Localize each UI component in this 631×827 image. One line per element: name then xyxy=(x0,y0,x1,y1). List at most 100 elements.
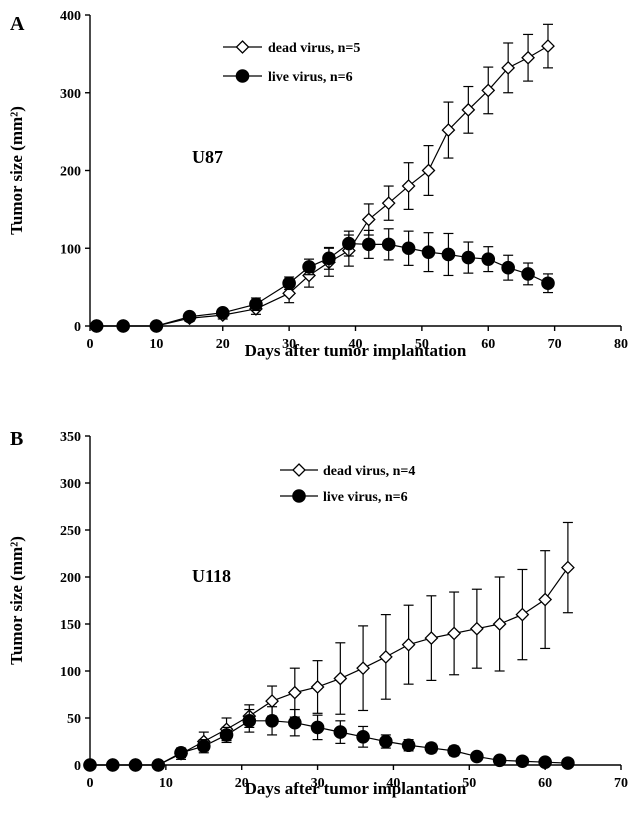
panel-b-dead-virus-data-point xyxy=(401,637,416,652)
panel-b-series-dead-virus xyxy=(83,521,575,772)
panel-b-legend-label-dead-virus: dead virus, n=4 xyxy=(323,464,415,479)
panel-a-y-tick-label: 300 xyxy=(60,87,81,102)
panel-b-dead-virus-data-point xyxy=(378,649,393,664)
panel-b-x-tick-label: 60 xyxy=(538,776,552,791)
panel-a-x-tick-label: 40 xyxy=(349,337,363,352)
panel-b-dead-virus-data-point xyxy=(265,694,279,708)
panel-b-y-tick-label: 100 xyxy=(60,665,81,680)
panel-b-y-tick-label: 250 xyxy=(60,524,81,539)
panel-b-live-virus-data-point xyxy=(424,741,439,755)
panel-b-dead-virus-data-point xyxy=(560,560,575,575)
panel-b-y-tick-label: 150 xyxy=(60,618,81,633)
panel-b-dead-virus-data-point xyxy=(492,617,507,631)
panel-a-x-tick-label: 20 xyxy=(216,337,230,352)
panel-a-dead-virus-data-point xyxy=(421,163,436,178)
panel-a-legend-label-dead-virus: dead virus, n=5 xyxy=(268,41,360,56)
panel-a-dead-virus-data-point xyxy=(461,102,476,117)
panel-a-x-tick-label: 60 xyxy=(481,337,495,352)
panel-b-live-virus-data-point xyxy=(310,720,325,735)
panel-b-live-virus-data-point xyxy=(561,756,575,770)
panel-a-legend-entry-live-virus: live virus, n=6 xyxy=(223,69,353,85)
panel-b-live-virus-data-point xyxy=(401,738,416,753)
panel-a-live-virus-data-point xyxy=(282,276,296,291)
panel-b-dead-virus-data-point xyxy=(538,592,553,607)
panel-b-live-virus-data-point xyxy=(333,725,348,739)
panel-a-live-virus-data-point xyxy=(421,245,436,259)
panel-a-live-virus-data-point xyxy=(89,319,104,333)
panel-b-y-axis-label: Tumor size (mm²) xyxy=(7,536,26,665)
panel-b-live-virus-data-point xyxy=(356,730,370,744)
panel-b-live-virus-data-point xyxy=(492,753,507,768)
panel-b-x-axis-label: Days after tumor implantation xyxy=(245,779,467,798)
panel-a-live-virus-data-point xyxy=(361,237,376,252)
panel-a-live-virus-data-point xyxy=(182,309,197,324)
panel-a-live-virus-series-line xyxy=(96,242,549,327)
panel-a-live-virus-data-point xyxy=(521,267,535,281)
panel-a-live-virus-data-point xyxy=(149,319,164,333)
panel-b-dead-virus-data-point xyxy=(447,626,462,641)
panel-a-x-tick-label: 50 xyxy=(415,337,429,352)
panel-b-series-live-virus xyxy=(83,706,575,772)
panel-a-x-tick-label: 80 xyxy=(614,337,628,352)
panel-a-live-virus-data-point xyxy=(461,250,476,265)
panel-b-legend-entry-live-virus: live virus, n=6 xyxy=(280,489,408,505)
panel-a-dead-virus-data-point xyxy=(361,212,376,227)
panel-a-live-virus-data-point xyxy=(322,251,336,266)
panel-a-dead-virus-data-point xyxy=(381,196,396,211)
panel-b-cell-line-annotation: U118 xyxy=(192,566,231,586)
panel-a-legend-marker-live-virus xyxy=(235,69,250,83)
panel-b-y-tick-label: 50 xyxy=(67,712,81,727)
panel-a-legend-entry-dead-virus: dead virus, n=5 xyxy=(223,40,360,56)
panel-a-x-tick-label: 10 xyxy=(149,337,163,352)
panel-b-live-virus-data-point xyxy=(515,754,530,769)
panel-a-live-virus-data-point xyxy=(116,319,130,333)
panel-a-x-tick-label: 0 xyxy=(87,337,94,352)
panel-a-x-tick-label: 70 xyxy=(548,337,562,352)
panel-b-legend-marker-dead-virus xyxy=(292,463,306,477)
panel-a-x-tick-label: 30 xyxy=(282,337,296,352)
panel-b-live-virus-data-point xyxy=(242,714,257,728)
panel-b-panel-label: B xyxy=(10,428,23,450)
panel-b-live-virus-data-point xyxy=(219,728,234,742)
panel-b-x-tick-label: 70 xyxy=(614,776,628,791)
panel-a-dead-virus-data-point xyxy=(282,286,297,301)
panel-b-live-virus-data-point xyxy=(379,734,393,749)
panel-b-y-tick-label: 300 xyxy=(60,477,81,492)
panel-b-x-tick-label: 20 xyxy=(235,776,249,791)
panel-a-live-virus-data-point xyxy=(401,241,416,256)
panel-a-x-axis-label: Days after tumor implantation xyxy=(245,341,467,360)
panel-a-y-tick-label: 0 xyxy=(74,320,81,335)
panel-b-x-tick-label: 30 xyxy=(311,776,325,791)
panel-b-dead-virus-data-point xyxy=(287,685,302,700)
panel-a-live-virus-data-point xyxy=(441,247,456,262)
panel-a-dead-virus-data-point xyxy=(501,60,516,75)
panel-b-live-virus-data-point xyxy=(105,758,120,772)
panel-b-live-virus-data-point xyxy=(83,758,97,772)
panel-a-live-virus-data-point xyxy=(342,236,356,251)
panel-a-live-virus-data-point xyxy=(541,276,555,291)
panel-b-dead-virus-data-point xyxy=(310,680,325,694)
panel-b-legend-label-live-virus: live virus, n=6 xyxy=(323,490,408,505)
panel-a-chart: 0 100 200 300 400 0 10 20 30 40 50 60 70 80 Days after… xyxy=(7,9,628,360)
panel-b-live-virus-data-point xyxy=(265,714,279,728)
panel-b-live-virus-data-point xyxy=(470,749,484,764)
panel-a-live-virus-data-point xyxy=(215,305,230,320)
panel-a-y-tick-label: 200 xyxy=(60,165,81,180)
panel-b-y-tick-label: 200 xyxy=(60,571,81,586)
panel-b-dead-virus-data-point xyxy=(333,671,348,686)
panel-a-dead-virus-series-line xyxy=(96,45,549,327)
panel-a-dead-virus-data-point xyxy=(541,39,555,54)
panel-a-live-virus-data-point xyxy=(501,260,515,275)
panel-b-live-virus-data-point xyxy=(128,758,143,772)
panel-a-legend-marker-dead-virus xyxy=(235,40,250,54)
panel-b-x-tick-label: 0 xyxy=(87,776,94,791)
panel-b-live-virus-data-point xyxy=(196,739,211,754)
panel-b-dead-virus-data-point xyxy=(424,631,439,646)
panel-b-y-tick-label: 0 xyxy=(74,759,81,774)
panel-b-live-virus-series-line xyxy=(90,720,568,766)
panel-b-live-virus-data-point xyxy=(288,715,302,730)
panel-b-dead-virus-data-point xyxy=(469,621,484,636)
panel-b-legend-marker-live-virus xyxy=(292,489,306,503)
panel-a-legend-label-live-virus: live virus, n=6 xyxy=(268,70,353,85)
